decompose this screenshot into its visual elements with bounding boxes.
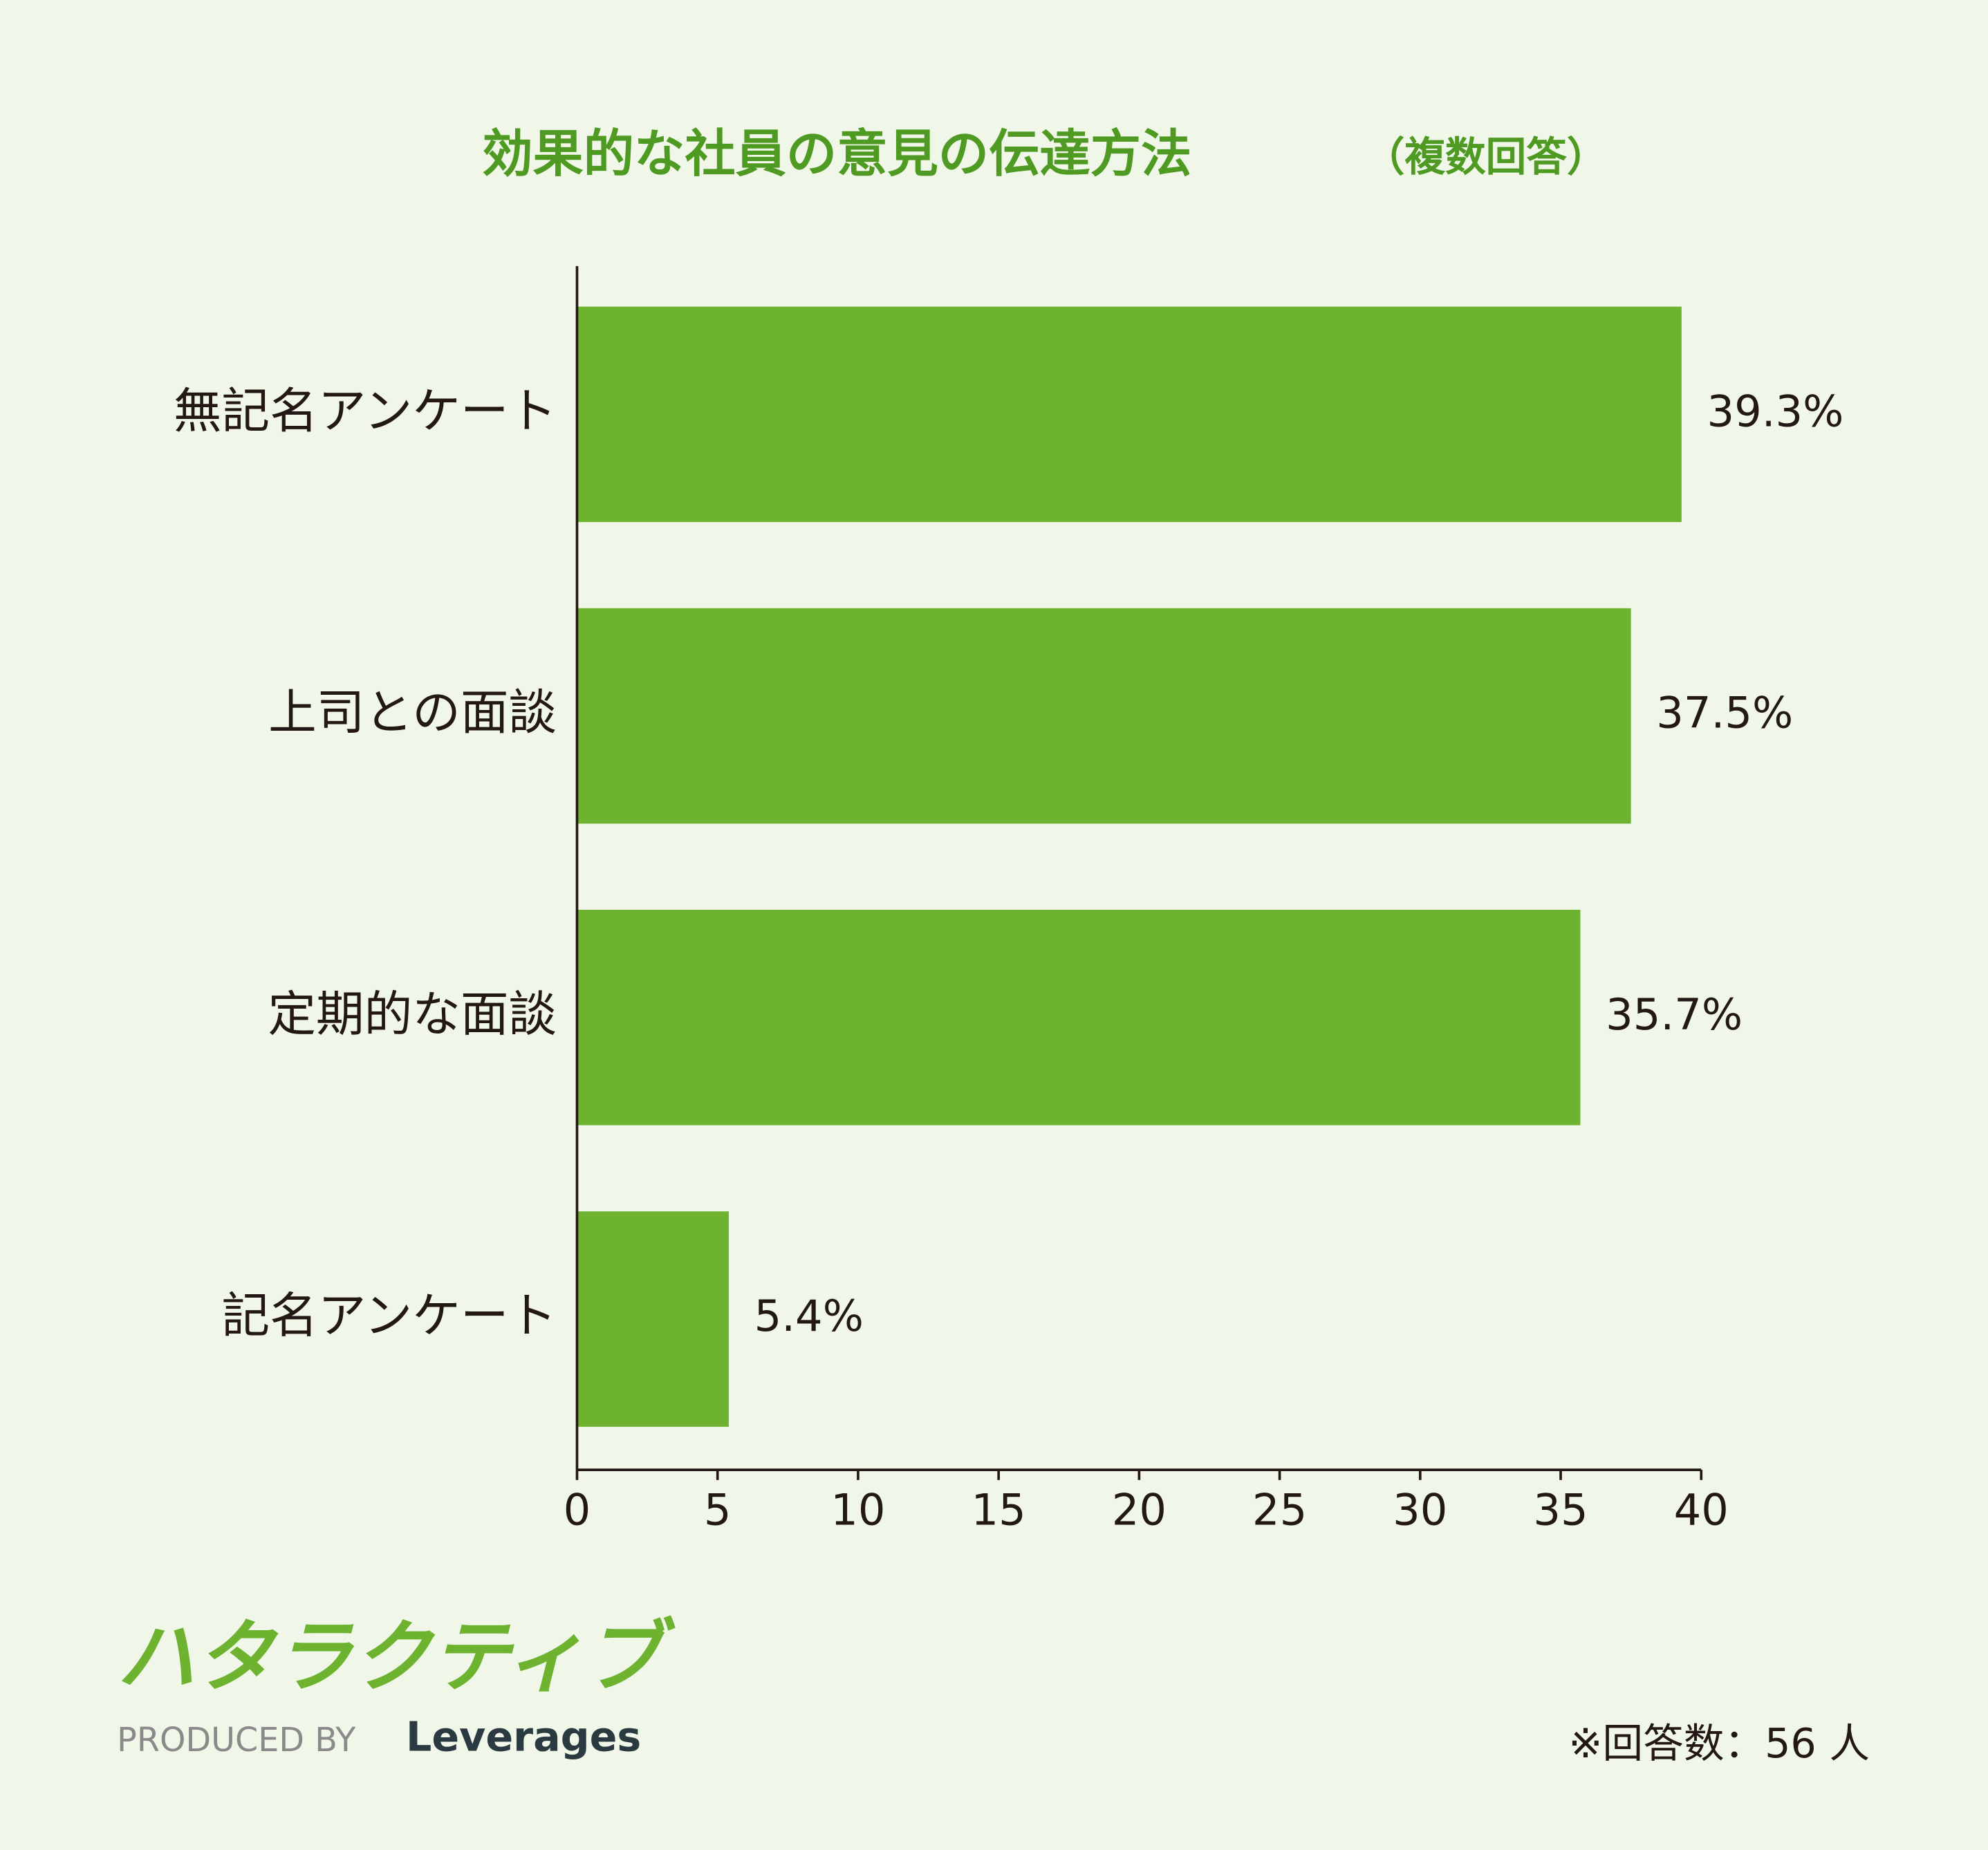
y-tick-label: 記名アンケート: [222, 1288, 557, 1344]
x-tick-label: 40: [1674, 1485, 1729, 1535]
x-tick-label: 35: [1533, 1485, 1588, 1535]
x-tick-label: 15: [972, 1485, 1026, 1535]
logo-company: Leverages: [406, 1714, 641, 1761]
logo-name: ハタラクティブ: [117, 1611, 676, 1703]
value-label: 5.4%: [754, 1291, 864, 1341]
logo-produced-by: PRODUCED BY: [117, 1721, 356, 1759]
y-tick-label: 定期的な面談: [268, 987, 557, 1043]
y-tick-label: 上司との面談: [268, 685, 557, 741]
chart-subtitle: （複数回答）: [1364, 133, 1608, 180]
x-tick-label: 10: [830, 1485, 885, 1535]
bar: [577, 910, 1581, 1125]
y-tick-label: 無記名アンケート: [174, 383, 557, 439]
bar: [577, 1211, 729, 1427]
value-label: 35.7%: [1606, 989, 1743, 1040]
footnote: ※回答数：56 人: [1568, 1720, 1870, 1767]
x-tick-label: 5: [704, 1485, 732, 1535]
x-tick-label: 0: [564, 1485, 591, 1535]
x-tick-label: 20: [1112, 1485, 1167, 1535]
value-label: 39.3%: [1707, 386, 1843, 436]
value-label: 37.5%: [1656, 688, 1793, 738]
bar: [577, 608, 1631, 824]
x-tick-label: 25: [1252, 1485, 1307, 1535]
x-tick-label: 30: [1393, 1485, 1447, 1535]
chart-title: 効果的な社員の意見の伝達方法: [482, 124, 1191, 183]
bar: [577, 306, 1682, 523]
